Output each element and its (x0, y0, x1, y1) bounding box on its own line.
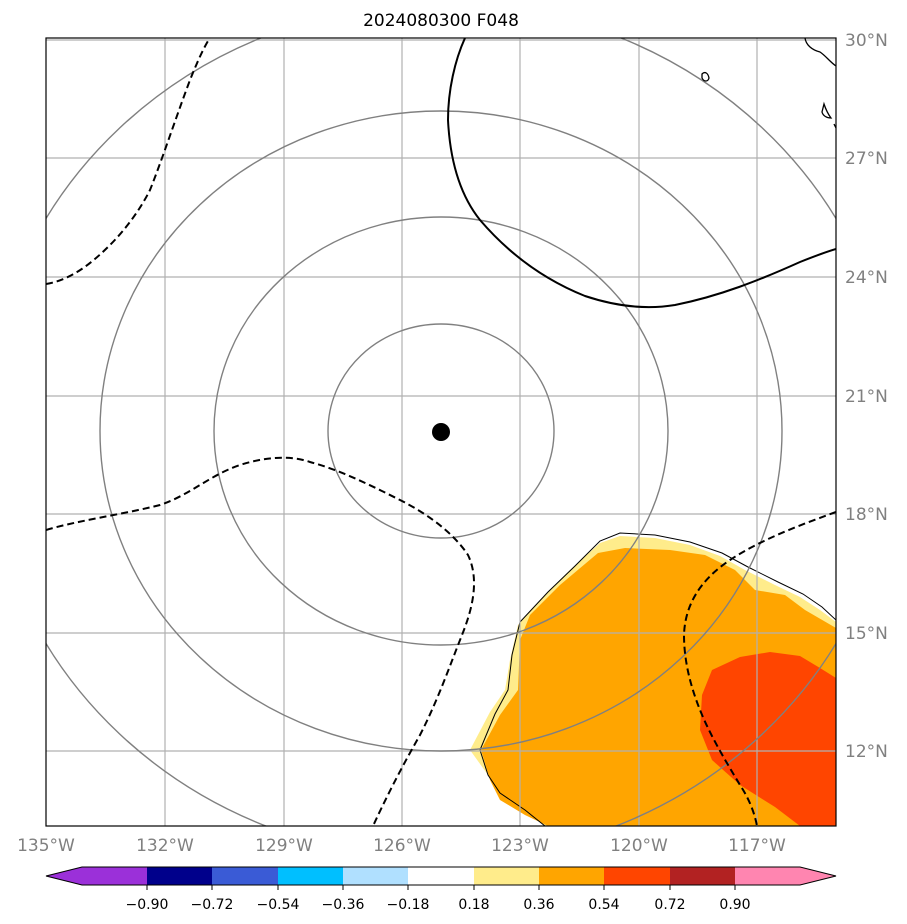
colorbar-segment (408, 867, 474, 885)
colorbar-tick-label: 0.72 (654, 897, 685, 913)
colorbar-segment (343, 867, 408, 885)
plot-frame (45, 37, 837, 827)
y-tick-label: 18°N (845, 505, 888, 525)
field-red (700, 652, 836, 826)
x-axis-labels: 135°W 132°W 129°W 126°W 123°W 120°W 117°… (17, 836, 786, 856)
y-tick-label: 21°N (845, 387, 888, 407)
colorbar-tick-label: −0.54 (257, 897, 300, 913)
colorbar-segment (604, 867, 670, 885)
colorbar-segment (212, 867, 278, 885)
colorbar-segment (474, 867, 539, 885)
y-tick-label: 15°N (845, 624, 888, 644)
colorbar-tick-label: 0.36 (523, 897, 554, 913)
colorbar-tick-label: 0.18 (458, 897, 489, 913)
storm-center-marker (432, 423, 450, 441)
contour-negative-se (682, 511, 836, 826)
colorbar-tick-label: −0.72 (191, 897, 234, 913)
contour-negative-nw (46, 38, 211, 285)
chart-title: 2024080300 F048 (363, 11, 519, 31)
x-tick-label: 129°W (255, 836, 313, 856)
colorbar-tick-label: −0.18 (387, 897, 430, 913)
x-tick-label: 120°W (610, 836, 668, 856)
y-axis-labels: 30°N 27°N 24°N 21°N 18°N 15°N 12°N (845, 31, 888, 762)
x-tick-label: 132°W (136, 836, 194, 856)
contour-negative-center (46, 456, 475, 826)
plot-area (46, 38, 836, 826)
contour-positive-ne (446, 38, 836, 309)
colorbar-tick-label: −0.90 (126, 897, 169, 913)
x-tick-label: 123°W (491, 836, 549, 856)
graticule (46, 38, 836, 826)
colorbar-tick-label: 0.90 (719, 897, 750, 913)
colorbar-labels: −0.90 −0.72 −0.54 −0.36 −0.18 0.18 0.36 … (126, 897, 751, 913)
colorbar-segment (147, 867, 212, 885)
x-tick-label: 135°W (17, 836, 75, 856)
colorbar-segment (670, 867, 735, 885)
colorbar-segment (82, 867, 147, 885)
y-tick-label: 24°N (845, 268, 888, 288)
x-tick-label: 126°W (373, 836, 431, 856)
coastline (701, 38, 836, 129)
colorbar-segment (539, 867, 604, 885)
colorbar-tick-label: −0.36 (322, 897, 365, 913)
colorbar (45, 866, 837, 890)
x-tick-label: 117°W (728, 836, 786, 856)
y-tick-label: 12°N (845, 742, 888, 762)
colorbar-extend-high (800, 867, 836, 885)
colorbar-extend-low (46, 867, 82, 885)
colorbar-segment (735, 867, 800, 885)
y-tick-label: 27°N (845, 149, 888, 169)
range-rings (46, 38, 836, 826)
y-tick-label: 30°N (845, 31, 888, 51)
colorbar-segment (278, 867, 343, 885)
colorbar-tick-label: 0.54 (588, 897, 619, 913)
